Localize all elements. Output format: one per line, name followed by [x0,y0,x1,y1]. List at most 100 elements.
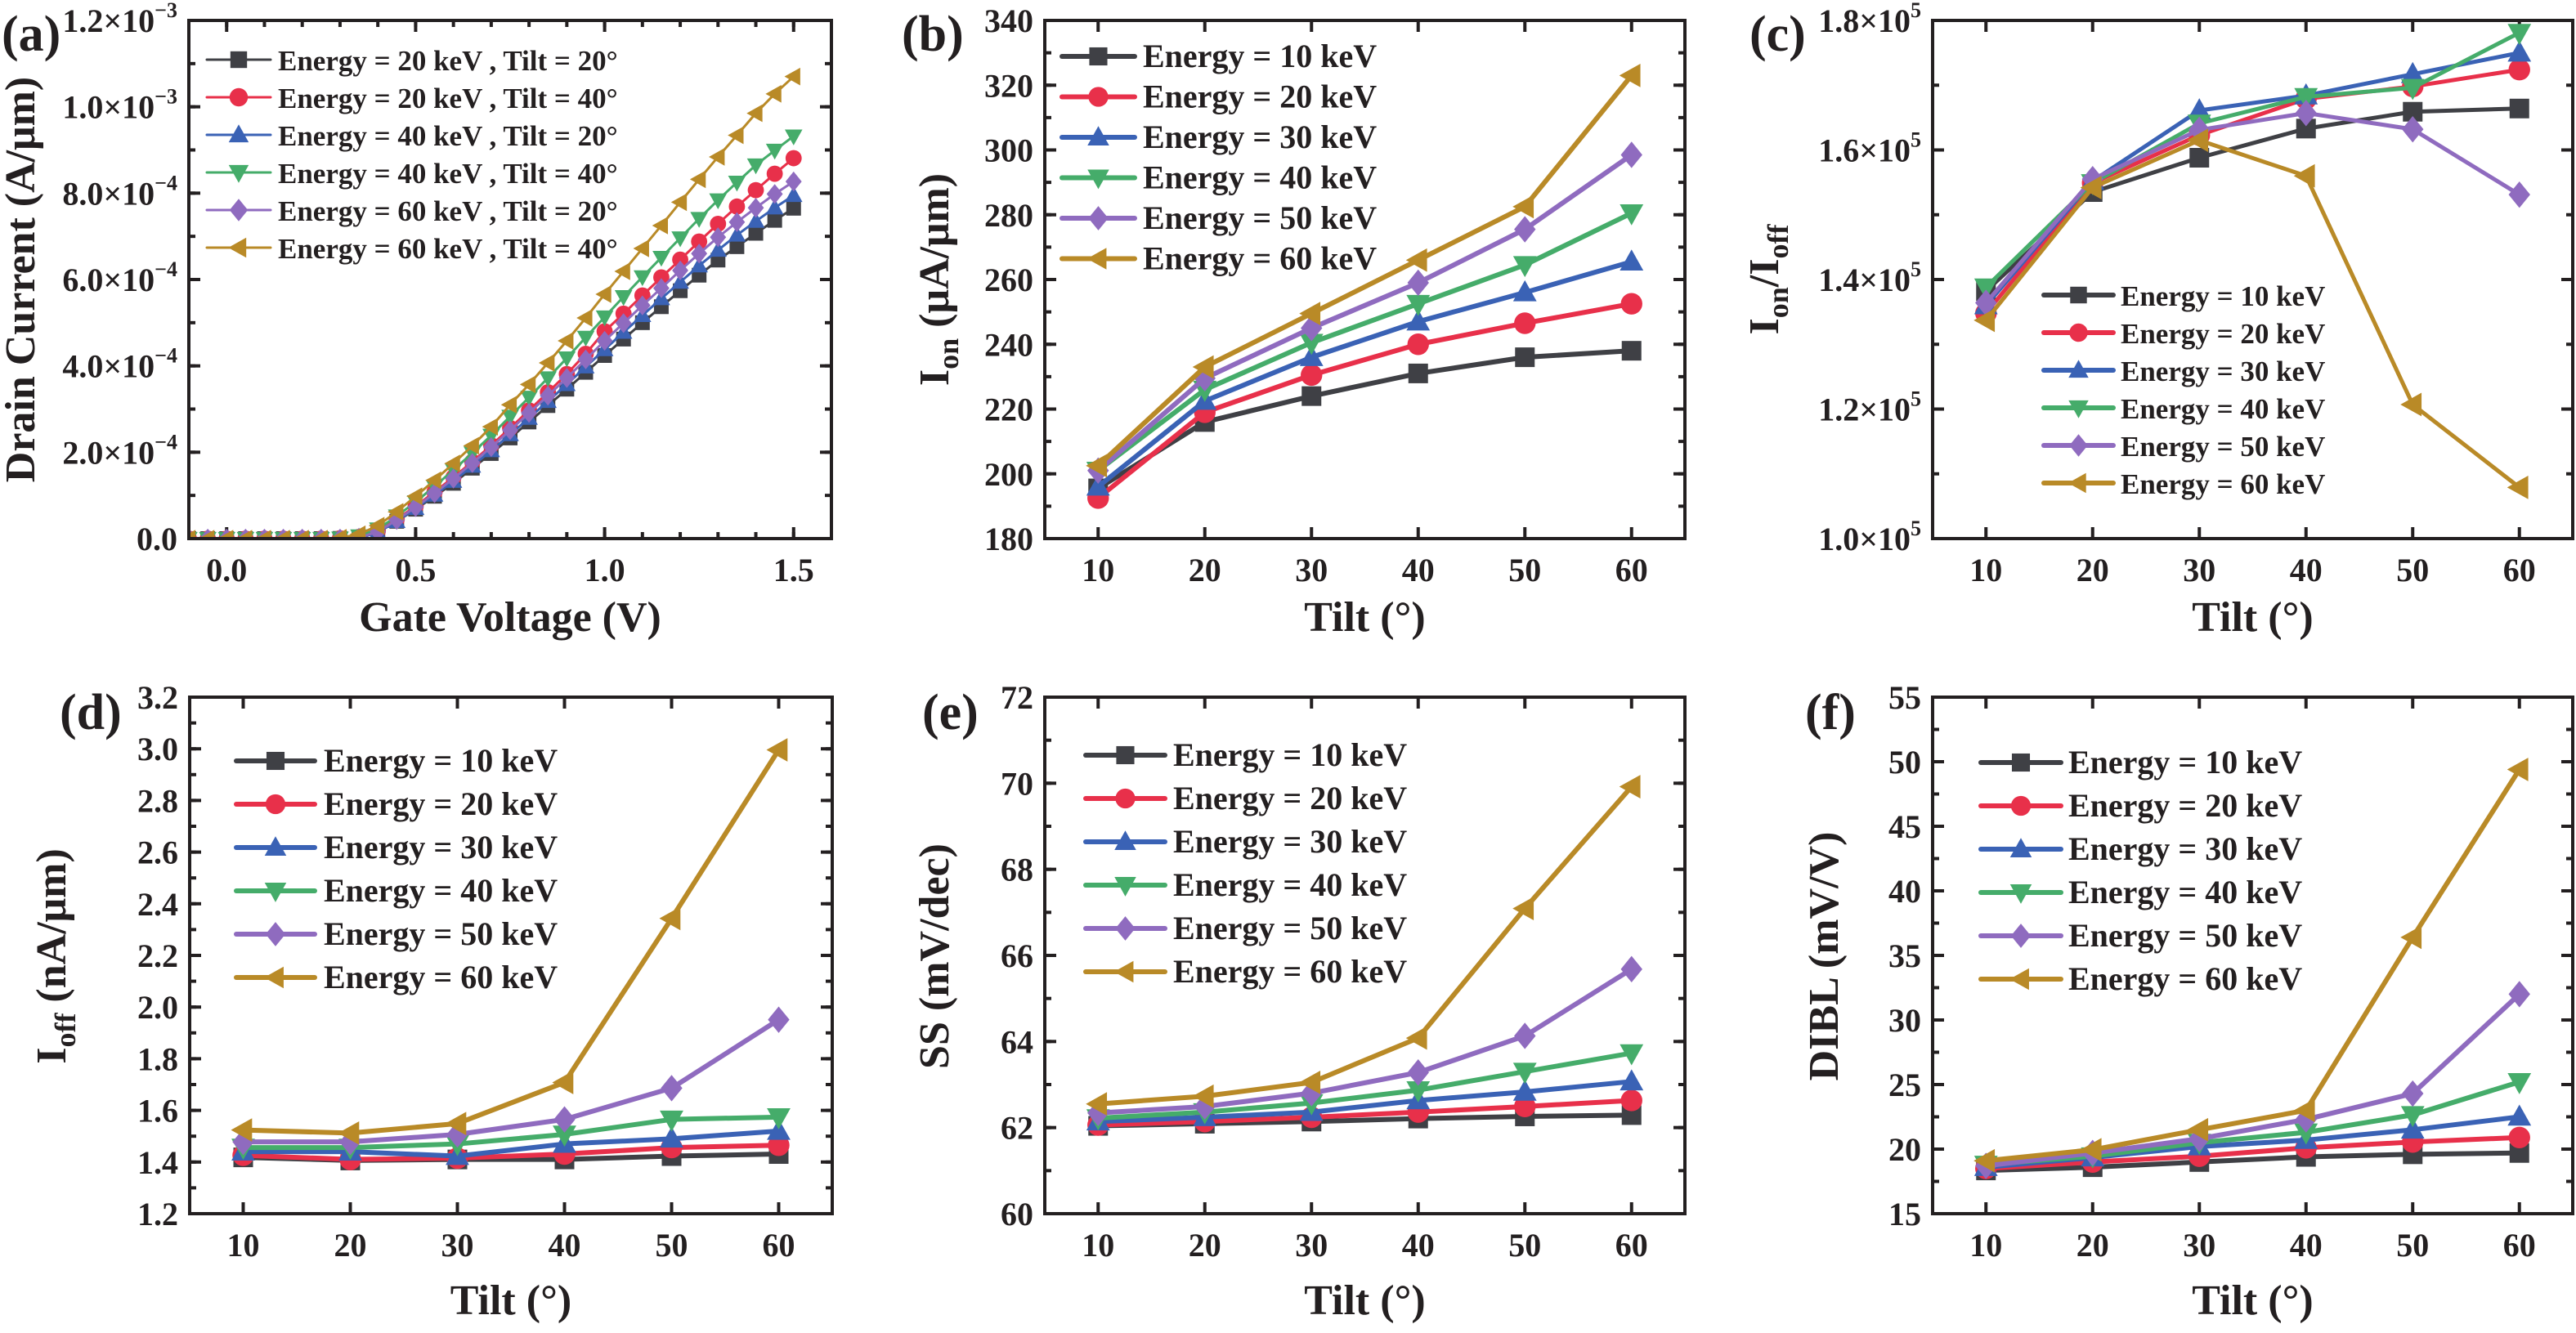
data-point [653,278,670,298]
y-title-subscript: on [1762,287,1794,318]
y-tick-exponent: 5 [1911,517,1921,540]
data-point [1514,216,1536,243]
x-tick-label: 20 [1189,1227,1221,1264]
x-tick-label: 20 [2076,1227,2109,1264]
data-point [690,212,708,228]
legend-item: Energy = 60 keV [234,959,558,995]
data-point [2508,59,2530,81]
y-tick-exponent: 5 [1911,387,1921,411]
legend-label: Energy = 60 keV [324,959,558,995]
x-axis-ticks: 10 20 30 40 50 60 [1082,697,1648,1264]
data-point [2188,116,2211,144]
data-point [1619,775,1641,798]
legend-item: Energy = 20 keV [1060,78,1377,115]
legend: Energy = 10 keV Energy = 20 keV Energy = 3… [1060,38,1377,277]
plot-area [189,67,803,539]
data-point [1973,308,1996,333]
x-tick-label: 40 [549,1227,581,1264]
series-line [1984,110,2521,305]
data-point [2509,98,2529,119]
series-line [1096,301,1633,500]
y-tick-label: 64 [1001,1023,1033,1060]
series-5 [1086,63,1641,478]
data-point [634,295,651,315]
legend-marker-icon [228,237,247,258]
y-title-rest: (μA/μm) [912,173,958,338]
x-tick-label: 20 [1189,552,1221,588]
y-tick-label: 1.8×105 [1818,0,1921,39]
y-tick-label: 3.2 [137,679,178,716]
y-tick-label: 25 [1888,1067,1921,1103]
legend-marker-icon [230,51,248,69]
plot-frame [187,19,833,540]
data-point [500,396,517,414]
y-tick-label: 180 [984,521,1033,557]
legend-label: Energy = 40 keV , Tilt = 40° [278,158,618,190]
data-point [231,1118,253,1143]
data-point [538,354,555,372]
data-point [1973,1148,1996,1173]
data-point [388,503,404,521]
legend-item: Energy = 50 keV [1083,910,1407,946]
data-point [709,193,728,210]
series-line [1096,211,1633,473]
series-line [1986,1134,2520,1171]
legend-label: Energy = 40 keV [2068,874,2302,910]
data-point [1512,280,1537,302]
legend-item: Energy = 30 keV [1978,830,2302,867]
y-axis-title: Ioff (nA/μm) [29,848,82,1064]
legend-item: Energy = 50 keV [1060,199,1377,236]
data-point [660,1126,683,1148]
x-tick-label: 40 [1402,1227,1435,1264]
x-tick-label: 40 [1402,552,1435,588]
x-tick-label: 60 [1615,552,1648,588]
data-point [595,310,614,327]
x-tick-label: 20 [2076,552,2109,588]
legend-item: Energy = 10 keV [2041,280,2325,312]
data-point [691,244,708,264]
legend-marker-icon [1115,916,1136,941]
data-point [1406,309,1431,331]
plot-frame [1043,696,1687,1215]
y-tick-label: 1.6×105 [1818,128,1921,169]
series-5 [1973,758,2529,1173]
y-tick-exponent: 5 [1911,257,1921,281]
y-tick-label: 6.0×10−4 [62,257,177,298]
legend-label: Energy = 10 keV [324,742,558,779]
legend-item: Energy = 30 keV [234,829,558,866]
x-axis-title: Tilt (°) [1304,1277,1425,1324]
legend-item: Energy = 50 keV [234,915,558,952]
x-tick-label: 50 [2396,1227,2429,1264]
legend-label: Energy = 20 keV , Tilt = 40° [278,83,618,114]
y-tick-label: 50 [1888,744,1921,781]
legend-marker-icon [228,124,249,143]
data-point [338,1121,360,1145]
panel-f-dibl: (f) 10 20 30 40 50 60 15 20 25 30 35 40 45 50 55 Tilt (°… [1801,679,2574,1324]
series-line [243,1128,779,1159]
data-point [349,525,366,539]
data-point [330,529,347,539]
y-tick-label: 0.0 [137,521,177,557]
legend-item: Energy = 10 keV [1060,38,1377,74]
y-tick-exponent: −4 [155,430,177,454]
data-point [785,171,802,192]
y-tick-label: 240 [984,326,1033,363]
data-point [502,420,518,441]
x-tick-label: 30 [1295,1227,1328,1264]
data-point [1514,1095,1536,1118]
legend-label: Energy = 30 keV [2068,830,2302,867]
x-tick-label: 40 [2290,552,2323,588]
legend-item: Energy = 20 keV [234,785,558,822]
data-point [2400,61,2425,83]
legend-label: Energy = 40 keV [324,872,558,909]
y-tick-label: 30 [1888,1002,1921,1039]
data-point [577,349,594,369]
data-point [293,530,309,539]
legend: Energy = 10 keV Energy = 20 keV Energy = 3… [1978,744,2302,997]
plot-area [231,738,791,1170]
legend-label: Energy = 20 keV [2121,318,2325,350]
series-line [1096,259,1633,489]
y-tick-label: 2.8 [137,782,178,819]
data-point [576,309,593,327]
data-point [709,240,728,257]
